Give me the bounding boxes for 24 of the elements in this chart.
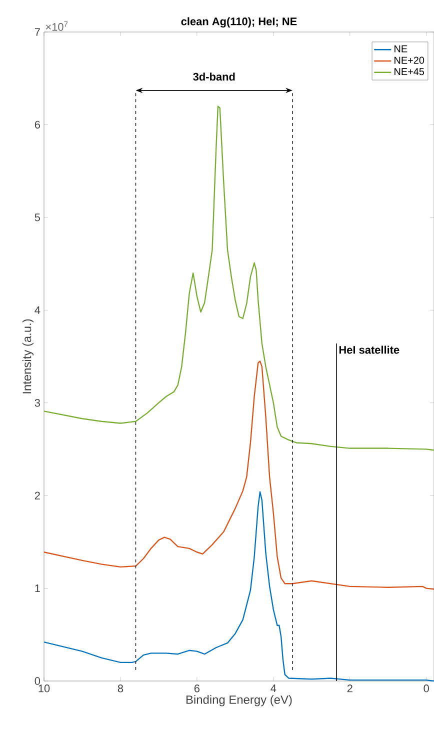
- x-tick-label: 2: [347, 684, 352, 692]
- x-tick-label: 0: [424, 684, 429, 692]
- ref-line-label: HeI satellite: [339, 346, 400, 354]
- legend-label: NE: [394, 45, 408, 52]
- annotation: 3d-band: [193, 72, 235, 81]
- line-series: [43, 106, 434, 451]
- y-tick-label: 1: [35, 584, 40, 592]
- y-axis-title: Intensity (a.u.): [22, 319, 34, 394]
- x-tick-label: 8: [118, 684, 124, 692]
- y-tick-label: 6: [34, 120, 40, 129]
- y-tick-label: 0: [34, 677, 40, 685]
- chart-title: clean Ag(110); HeI; NE: [181, 17, 297, 28]
- legend-label: NE+45: [394, 68, 424, 76]
- y-tick-label: 5: [34, 214, 40, 222]
- y-tick-label: 3: [34, 398, 40, 407]
- y-tick-label: 2: [34, 492, 40, 500]
- x-tick-label: 6: [194, 684, 200, 692]
- x-tick-label: 4: [270, 684, 276, 692]
- legend-label: NE+20: [394, 56, 424, 64]
- text: ×10$^{7}$: [46, 21, 68, 31]
- x-axis-title: Binding Energy (eV): [186, 695, 292, 706]
- y-tick-label: 4: [34, 306, 40, 314]
- x-tick-label: 10: [38, 684, 50, 692]
- y-tick-label: 7: [34, 28, 40, 36]
